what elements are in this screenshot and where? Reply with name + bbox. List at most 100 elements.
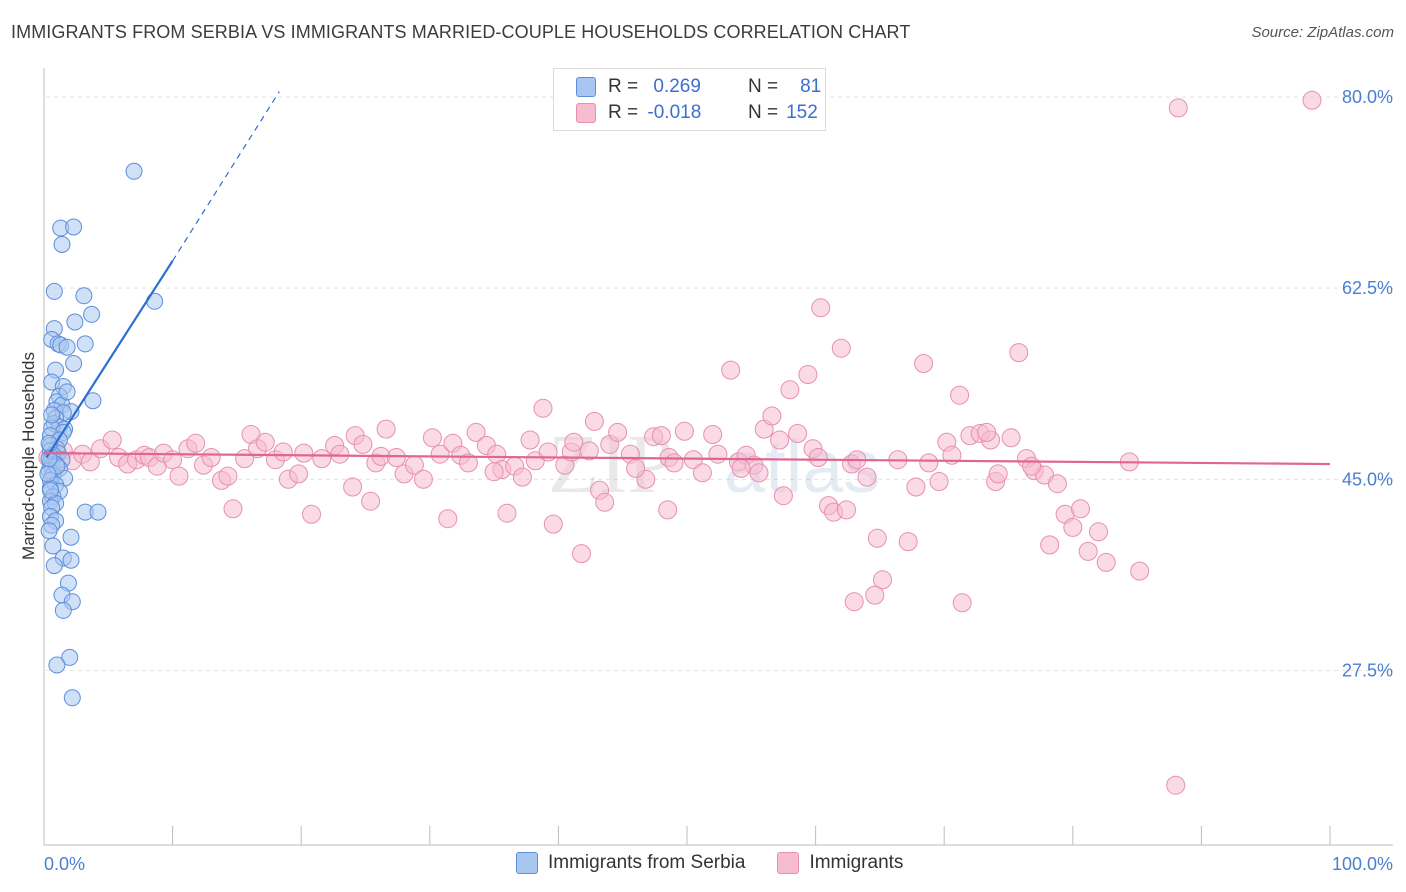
data-point [749,463,769,483]
y-axis-title: Married-couple Households [19,352,38,560]
data-point [721,360,741,380]
serbia-points [39,162,164,707]
x-tick-label-min: 0.0% [44,854,85,874]
data-point [169,466,189,486]
data-point [65,355,83,372]
data-point [658,500,678,520]
data-point [48,656,66,674]
data-point [201,448,221,467]
data-point [1001,428,1021,448]
data-point [1302,90,1322,110]
data-point [58,383,76,401]
data-point [40,450,58,468]
legend-r-value: -0.018 [647,102,702,123]
source-label: Source: ZipAtlas.com [1251,24,1394,41]
chart-title: IMMIGRANTS FROM SERBIA VS IMMIGRANTS MAR… [11,22,911,42]
trend-lines [43,91,1331,466]
data-point [497,503,517,523]
data-point [45,282,63,300]
data-point [43,406,61,424]
data-point [595,492,615,512]
data-point [1022,456,1042,476]
legend-swatch-serbia [516,852,538,874]
data-point [952,593,972,613]
data-point [1009,343,1029,363]
immigrants-points [38,90,1322,795]
legend-n-label: N = [748,76,779,97]
data-point [844,592,864,612]
data-point [54,601,72,619]
data-point [608,422,628,442]
data-point [330,444,350,464]
legend-r-label: R = [608,76,639,97]
legend-r-label: R = [608,102,639,123]
data-point [294,443,314,463]
axis-labels: 27.5% 45.0% 62.5% 80.0% 0.0% 100.0% Married-co… [19,87,1393,874]
data-point [422,428,442,448]
data-point [44,537,62,555]
data-point [919,453,939,473]
legend-item-serbia[interactable]: Immigrants from Serbia [516,852,745,874]
data-point [89,503,107,521]
legend-item-immigrants[interactable]: Immigrants [777,852,903,874]
data-point [255,432,275,452]
data-point [62,528,80,546]
data-point [83,305,101,323]
data-point [837,500,856,520]
data-point [62,551,80,569]
data-point [906,477,926,497]
data-point [186,433,206,453]
data-point [66,313,84,331]
data-point [361,491,381,511]
data-point [520,430,540,450]
data-point [75,287,93,305]
legend-row-serbia: R = 0.269 N = 81 [576,75,821,99]
series-legend: Immigrants from Serbia Immigrants [516,852,935,874]
data-point [63,689,81,707]
data-point [84,392,102,410]
data-point [780,380,800,400]
data-point [664,453,684,473]
legend-swatch-serbia [576,77,596,97]
data-point [45,557,63,575]
data-point [65,218,83,236]
data-point [1089,522,1108,542]
data-point [1168,98,1188,118]
legend-row-immigrants: R = -0.018 N = 152 [576,101,818,125]
trend-line-serbia [45,260,174,459]
data-point [438,509,458,529]
trend-line-serbia-extension [172,91,280,262]
data-point [584,411,604,431]
data-point [1078,541,1098,561]
data-point [543,514,563,534]
x-tick-label-max: 100.0% [1332,854,1393,874]
data-point [808,448,828,467]
data-point [430,444,450,464]
data-point [413,469,433,489]
data-point [353,434,373,454]
data-point [1047,474,1067,494]
y-tick-label: 80.0% [1342,87,1393,107]
data-point [125,162,143,180]
data-point [564,432,584,452]
data-point [53,236,71,253]
data-point [867,528,887,548]
data-point [898,532,918,552]
data-point [674,421,694,441]
data-point [950,385,970,405]
data-point [572,544,591,564]
data-point [302,504,321,524]
data-point [914,354,934,373]
data-point [533,398,553,418]
data-point [1040,535,1060,555]
y-tick-label: 45.0% [1342,469,1393,489]
data-point [929,472,949,491]
data-point [58,338,76,356]
data-point [343,477,363,497]
legend-label-immigrants: Immigrants [809,852,904,873]
data-point [1071,499,1090,519]
data-point [731,458,751,478]
data-point [39,465,57,483]
data-point [857,467,877,487]
